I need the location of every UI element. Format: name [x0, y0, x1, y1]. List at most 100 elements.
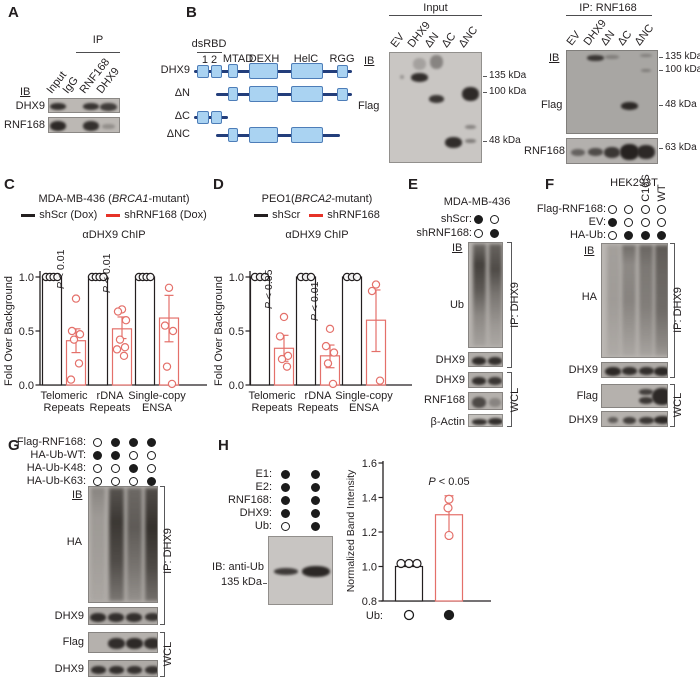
domain-label: HelC — [293, 53, 319, 65]
protein-band — [50, 103, 66, 110]
construct-tag: C16S — [640, 173, 652, 202]
dot-row-label: E1: — [255, 468, 272, 480]
filled-dot — [310, 508, 320, 518]
blot-target-label: DHX9 — [54, 663, 84, 675]
domain-box-dsrbd2 — [211, 110, 222, 124]
protein-band — [472, 356, 486, 365]
filled-dot — [640, 230, 650, 240]
panel-e-label: E — [408, 176, 419, 193]
domain-box-helc — [291, 127, 323, 143]
dsrbd-overline — [197, 52, 222, 54]
protein-band — [622, 416, 636, 424]
bar — [394, 565, 424, 602]
p-value-label: P < 0.01 — [101, 253, 113, 293]
protein-band — [641, 69, 651, 72]
domain-box-mtad — [228, 87, 238, 101]
dot-row-label: HA-Ub-WT: — [30, 449, 86, 461]
open-dot — [110, 463, 120, 473]
protein-band — [653, 416, 667, 424]
panel-c-label: C — [4, 176, 15, 193]
ib-label: IB — [549, 52, 560, 64]
dot-row-label: HA-Ub-K63: — [26, 475, 86, 487]
filled-dot — [310, 482, 320, 492]
data-point — [325, 324, 335, 334]
legend-item: shScr — [254, 209, 300, 221]
blot-target-label: DHX9 — [435, 354, 465, 366]
category-label: Telomeric — [40, 390, 88, 402]
protein-band — [90, 665, 106, 674]
filled-dot — [110, 437, 120, 447]
filled-dot — [310, 521, 320, 531]
wcl-bracket-label: WCL — [162, 641, 174, 667]
open-dot — [656, 217, 666, 227]
blot-image — [468, 372, 503, 388]
protein-band — [107, 638, 125, 649]
marker-tick — [659, 148, 663, 150]
title-pre: PEO1( — [261, 193, 295, 205]
bracket — [160, 632, 165, 677]
panel-c-subtitle: αDHX9 ChIP — [82, 229, 146, 241]
ubiquitin-smear — [144, 488, 157, 601]
title-post: -mutant) — [148, 193, 190, 205]
mw-marker: 135 kDa — [665, 51, 700, 62]
bar — [134, 276, 156, 386]
data-point — [323, 359, 333, 368]
blot-image — [601, 243, 668, 358]
ib-label: IB: anti-Ub — [212, 561, 264, 573]
blot-target-label: DHX9 — [435, 374, 465, 386]
panel-d-legend: shScr shRNF168 — [222, 209, 412, 221]
legend-label: shScr — [272, 209, 301, 221]
protein-band — [412, 58, 426, 70]
protein-band — [586, 55, 604, 61]
blot-target-label: RNF168 — [4, 119, 45, 131]
protein-band — [621, 367, 637, 375]
protein-band — [637, 145, 655, 159]
panel-c-legend: shScr (Dox) shRNF168 (Dox) — [8, 209, 220, 221]
filled-dot — [280, 508, 290, 518]
blot-image — [468, 242, 503, 348]
smear-target-label: Ub — [449, 299, 464, 311]
category-label: Repeats — [298, 402, 339, 414]
protein-band — [444, 137, 462, 148]
protein-band — [487, 418, 502, 425]
panel-a-label: A — [8, 4, 19, 21]
marker-tick — [659, 105, 663, 107]
y-tick-label: 1.6 — [362, 458, 377, 470]
domain-box-dexh — [249, 63, 278, 79]
data-point — [412, 558, 422, 569]
y-tick-label: 0.8 — [362, 596, 377, 608]
protein-band — [638, 416, 654, 424]
dot-row-label: HA-Ub-K48: — [26, 462, 86, 474]
category-label: Single-copy — [335, 390, 393, 402]
panel-d-label: D — [213, 176, 224, 193]
dsrbd-numbers: 1 2 — [201, 54, 218, 66]
mw-marker: 63 kDa — [665, 142, 697, 153]
p-value-label: P < 0.05 — [428, 476, 469, 488]
mw-marker: 48 kDa — [665, 99, 697, 110]
data-point — [66, 375, 76, 384]
protein-band — [144, 613, 157, 621]
blot-image — [48, 98, 120, 113]
data-point — [279, 312, 289, 322]
legend-item: shScr (Dox) — [21, 209, 97, 221]
category-label: ENSA — [349, 402, 380, 414]
data-point — [275, 332, 285, 341]
domain-label: MTAD — [222, 53, 254, 65]
panel-f-title: HEK293T — [610, 177, 658, 189]
marker-tick — [483, 92, 487, 94]
protein-band — [472, 396, 486, 408]
data-point — [306, 272, 316, 282]
domain-box-dsrbd2 — [211, 64, 222, 78]
open-dot — [473, 228, 483, 238]
protein-band — [464, 125, 476, 129]
protein-band — [604, 146, 620, 158]
data-point — [328, 379, 338, 389]
y-tick-label: 1.0 — [229, 272, 244, 284]
data-point — [121, 315, 131, 325]
filled-dot — [656, 230, 666, 240]
protein-band — [144, 665, 157, 674]
protein-band — [571, 148, 585, 156]
protein-band — [639, 389, 653, 395]
chip-chart-d: 0.0 0.5 1.0 Fold Over Background TelomericRe… — [213, 269, 412, 414]
y-tick-label: 1.2 — [362, 527, 377, 539]
